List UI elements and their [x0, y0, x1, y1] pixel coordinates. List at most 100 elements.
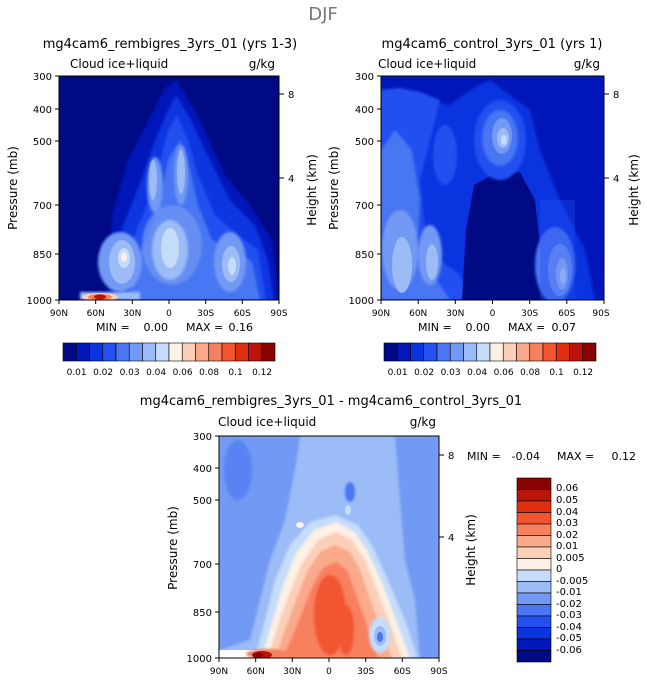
colorbar-1-label-4: 0.06 [173, 368, 193, 378]
colorbar-1-swatch-13 [234, 342, 249, 362]
panel-3-min-label: MIN = [467, 450, 501, 463]
panel-2-min-value: 0.00 [466, 321, 491, 334]
colorbar-1-label-7: 0.12 [252, 368, 272, 378]
panel-1-y-tick-1000: 1000 [27, 296, 52, 307]
colorbar-2-swatch-3 [423, 342, 438, 362]
panel-3-y-tick-850: 850 [193, 608, 212, 619]
panel-1-x-tick-0: 0 [166, 309, 172, 319]
colorbar-3-label-14: -0.06 [556, 645, 582, 656]
panel-1-colorbar [62, 342, 276, 362]
colorbar-2-label-5: 0.08 [520, 368, 540, 378]
panel-2-y-axis-right-label: Height (km) [627, 154, 641, 225]
colorbar-2-label-0: 0.01 [388, 368, 408, 378]
colorbar-3-label-13: -0.05 [556, 633, 582, 644]
panel-2: mg4cam6_control_3yrs_01 (yrs 1) Cloud ic… [327, 37, 641, 378]
panel-3-x-tick-90s: 90S [430, 667, 447, 677]
colorbar-3-swatch-7 [516, 558, 552, 571]
panel-2-x-tick-30s: 30S [521, 309, 538, 319]
colorbar-2-label-4: 0.06 [494, 368, 514, 378]
colorbar-1-swatch-4 [115, 342, 130, 362]
colorbar-2-label-3: 0.04 [467, 368, 487, 378]
colorbar-1-swatch-5 [128, 342, 143, 362]
panel-1-y-tick-500: 500 [33, 137, 52, 148]
colorbar-3-label-11: -0.03 [556, 610, 582, 621]
panel-1-y-tick-400: 400 [33, 105, 52, 116]
colorbar-2-swatch-0 [383, 342, 398, 362]
panel-2-x-tick-90n: 90N [372, 309, 390, 319]
panel-3-colorbar [516, 477, 552, 663]
panel-2-x-tick-60n: 60N [409, 309, 427, 319]
panel-3-yr-tick-4: 4 [448, 533, 454, 544]
colorbar-1-label-3: 0.04 [146, 368, 166, 378]
colorbar-1-swatch-1 [75, 342, 90, 362]
panel-3-contour-field [219, 436, 439, 658]
colorbar-1-swatch-6 [142, 342, 157, 362]
colorbar-1-swatch-0 [62, 342, 77, 362]
colorbar-3-label-10: -0.02 [556, 599, 582, 610]
panel-3-subtitle-right: g/kg [410, 415, 436, 429]
panel-2-x-tick-90s: 90S [592, 309, 609, 319]
colorbar-3-label-6: 0.005 [556, 553, 585, 564]
panel-1-x-tick-60n: 60N [87, 309, 105, 319]
colorbar-2-swatch-2 [410, 342, 425, 362]
panel-1-y-axis-right-label: Height (km) [305, 154, 319, 225]
colorbar-3-label-8: -0.005 [556, 576, 588, 587]
colorbar-3-label-0: 0.06 [556, 483, 578, 494]
panel-1-x-tick-90s: 90S [270, 309, 287, 319]
colorbar-1-swatch-2 [89, 342, 104, 362]
panel-2-max-label: MAX = [508, 321, 545, 334]
panel-1-subtitle-left: Cloud ice+liquid [70, 57, 168, 71]
panel-3-y-tick-300: 300 [193, 432, 212, 443]
page-title: DJF [308, 4, 338, 25]
panel-3-max-value: 0.12 [612, 450, 637, 463]
panel-1-yr-tick-4: 4 [288, 174, 294, 185]
panel-1: mg4cam6_rembigres_3yrs_01 (yrs 1-3) Clou… [6, 37, 319, 378]
colorbar-3-swatch-15 [516, 650, 552, 663]
panel-2-y-tick-1000: 1000 [349, 296, 374, 307]
panel-1-min-label: MIN = [96, 321, 130, 334]
panel-2-min-label: MIN = [418, 321, 452, 334]
panel-3-x-tick-0: 0 [326, 667, 332, 677]
panel-1-y-tick-300: 300 [33, 72, 52, 83]
colorbar-2-swatch-5 [449, 342, 464, 362]
colorbar-1-swatch-12 [221, 342, 236, 362]
panel-2-max-value: 0.07 [552, 321, 577, 334]
panel-1-yr-tick-8: 8 [288, 90, 294, 101]
panel-3-x-tick-60s: 60S [394, 667, 411, 677]
colorbar-2-swatch-4 [436, 342, 451, 362]
colorbar-3-label-5: 0.01 [556, 541, 578, 552]
colorbar-3-swatch-14 [516, 638, 552, 651]
colorbar-1-swatch-8 [168, 342, 183, 362]
colorbar-1-label-5: 0.08 [199, 368, 219, 378]
colorbar-1-label-0: 0.01 [67, 368, 87, 378]
panel-3-y-tick-700: 700 [193, 560, 212, 571]
colorbar-3-swatch-0 [516, 477, 552, 490]
colorbar-2-label-1: 0.02 [414, 368, 434, 378]
colorbar-3-label-1: 0.05 [556, 495, 578, 506]
colorbar-3-swatch-9 [516, 581, 552, 594]
panel-3-title: mg4cam6_rembigres_3yrs_01 - mg4cam6_cont… [140, 394, 522, 409]
panel-1-x-tick-90n: 90N [50, 309, 68, 319]
panel-3-y-tick-400: 400 [193, 464, 212, 475]
colorbar-2-swatch-12 [542, 342, 557, 362]
panel-1-x-tick-30s: 30S [197, 309, 214, 319]
colorbar-3-swatch-12 [516, 615, 552, 628]
panel-1-max-label: MAX = [186, 321, 223, 334]
panel-1-y-tick-700: 700 [33, 201, 52, 212]
panel-3-x-tick-30n: 30N [283, 667, 301, 677]
colorbar-2-swatch-9 [502, 342, 517, 362]
colorbar-2-label-6: 0.1 [549, 368, 563, 378]
panel-3-y-tick-500: 500 [193, 496, 212, 507]
colorbar-3-label-12: -0.04 [556, 622, 582, 633]
panel-3-max-label: MAX = [557, 450, 594, 463]
panel-1-title: mg4cam6_rembigres_3yrs_01 (yrs 1-3) [43, 37, 297, 52]
panel-2-subtitle-right: g/kg [574, 57, 600, 71]
colorbar-3-label-4: 0.02 [556, 530, 578, 541]
colorbar-3-swatch-10 [516, 592, 552, 605]
colorbar-2-swatch-1 [396, 342, 411, 362]
panel-2-y-tick-700: 700 [355, 201, 374, 212]
colorbar-2-swatch-15 [582, 342, 597, 362]
panel-2-yr-tick-8: 8 [613, 90, 619, 101]
panel-2-x-tick-30n: 30N [446, 309, 464, 319]
